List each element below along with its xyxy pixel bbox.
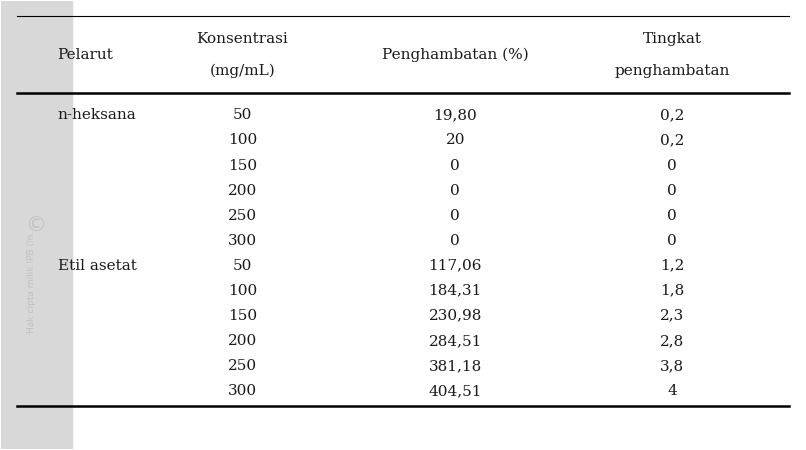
Text: 117,06: 117,06 [429,259,482,273]
Text: 150: 150 [228,309,257,323]
Text: 50: 50 [233,259,252,273]
Text: Pelarut: Pelarut [57,48,114,62]
Text: 0: 0 [451,209,460,223]
Text: 200: 200 [228,334,257,348]
Text: Hak cipta milik IPB (In...: Hak cipta milik IPB (In... [27,225,36,333]
Text: 230,98: 230,98 [429,309,482,323]
Text: 0: 0 [451,234,460,248]
Text: 300: 300 [228,234,257,248]
Text: 100: 100 [228,134,257,148]
Text: 4: 4 [667,384,677,398]
Text: 100: 100 [228,284,257,298]
Text: 0,2: 0,2 [660,134,684,148]
Text: 284,51: 284,51 [429,334,482,348]
Text: n-heksana: n-heksana [57,108,136,122]
Text: 184,31: 184,31 [429,284,482,298]
Text: 250: 250 [228,359,257,373]
Text: Konsentrasi: Konsentrasi [197,32,289,46]
Bar [2,1,72,449]
Text: 19,80: 19,80 [434,108,477,122]
Text: 150: 150 [228,158,257,172]
Text: Tingkat: Tingkat [642,32,701,46]
Text: 0: 0 [667,209,677,223]
Text: Etil asetat: Etil asetat [57,259,136,273]
Text: 404,51: 404,51 [429,384,482,398]
Text: 0: 0 [667,184,677,198]
Text: 0: 0 [667,158,677,172]
Text: penghambatan: penghambatan [614,64,729,78]
Text: 250: 250 [228,209,257,223]
Text: 2,3: 2,3 [660,309,684,323]
Text: Penghambatan (%): Penghambatan (%) [382,48,529,62]
Text: 0: 0 [451,158,460,172]
Text: 50: 50 [233,108,252,122]
Text: 300: 300 [228,384,257,398]
Text: 1,2: 1,2 [660,259,684,273]
Text: 20: 20 [446,134,465,148]
Text: (mg/mL): (mg/mL) [210,63,275,78]
Text: 0: 0 [451,184,460,198]
Text: 3,8: 3,8 [660,359,684,373]
Text: 1,8: 1,8 [660,284,684,298]
Text: 0,2: 0,2 [660,108,684,122]
Text: ©: © [25,215,46,235]
Text: 200: 200 [228,184,257,198]
Text: 381,18: 381,18 [429,359,482,373]
Text: 2,8: 2,8 [660,334,684,348]
Text: 0: 0 [667,234,677,248]
